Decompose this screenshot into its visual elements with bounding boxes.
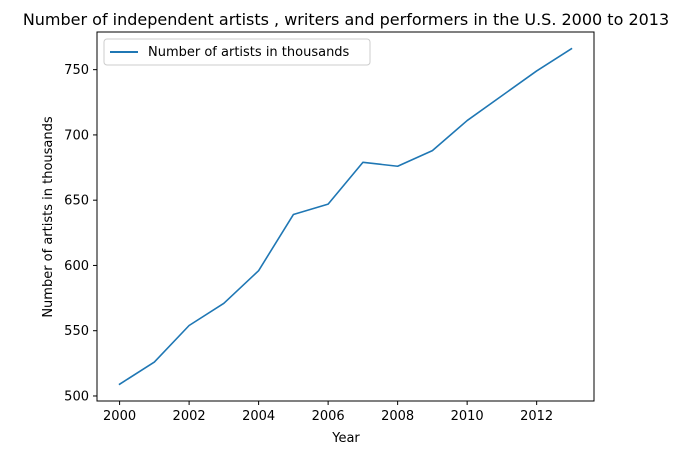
legend-label: Number of artists in thousands xyxy=(148,45,350,60)
x-tick-label: 2010 xyxy=(451,409,484,424)
x-axis: 2000 2002 2004 2006 2008 2010 2012 xyxy=(103,401,553,424)
x-tick-label: 2008 xyxy=(381,409,414,424)
series-line xyxy=(118,47,573,386)
series-layer xyxy=(118,47,573,386)
x-tick-label: 2000 xyxy=(103,409,136,424)
x-axis-label: Year xyxy=(331,431,360,446)
legend-box xyxy=(103,38,371,66)
chart-title: Number of independent artists , writers … xyxy=(23,10,669,29)
x-tick-label: 2012 xyxy=(520,409,553,424)
plot-area xyxy=(96,31,595,402)
x-tick-label: 2004 xyxy=(242,409,275,424)
y-tick-label: 600 xyxy=(64,259,89,274)
y-tick-label: 500 xyxy=(64,389,89,404)
x-tick-label: 2006 xyxy=(312,409,345,424)
y-tick-label: 700 xyxy=(64,128,89,143)
y-axis-label: Number of artists in thousands xyxy=(41,116,56,318)
y-tick-label: 650 xyxy=(64,194,89,209)
y-tick-label: 550 xyxy=(64,324,89,339)
x-tick-label: 2002 xyxy=(173,409,206,424)
y-axis: 500 550 600 650 700 750 xyxy=(64,63,97,404)
y-tick-label: 750 xyxy=(64,63,89,78)
legend: Number of artists in thousands xyxy=(103,38,371,66)
